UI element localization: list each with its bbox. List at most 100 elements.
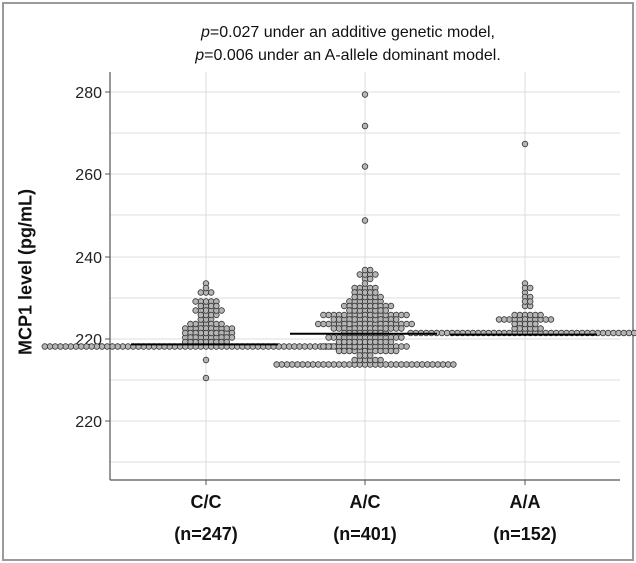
- data-point: [283, 361, 291, 368]
- data-point: [228, 334, 236, 341]
- data-point: [450, 361, 457, 368]
- data-point: [361, 289, 369, 296]
- data-point: [218, 307, 225, 314]
- data-point: [527, 311, 534, 319]
- data-point: [393, 347, 400, 355]
- data-point: [351, 316, 358, 323]
- data-point: [443, 329, 451, 337]
- annotation-p-symbol-1: p: [201, 24, 210, 41]
- data-point: [372, 356, 379, 364]
- data-point: [299, 361, 306, 368]
- data-point: [330, 361, 337, 368]
- data-point: [213, 302, 220, 310]
- data-point: [521, 320, 529, 328]
- data-point: [361, 91, 369, 98]
- data-point: [372, 347, 379, 355]
- data-point: [398, 311, 405, 319]
- data-point: [202, 307, 210, 314]
- data-point: [346, 320, 353, 328]
- data-point: [429, 361, 436, 368]
- data-point: [356, 338, 363, 346]
- data-point: [187, 320, 194, 328]
- data-point: [356, 271, 363, 278]
- data-point: [181, 329, 189, 337]
- data-point: [367, 289, 374, 296]
- data-point: [301, 343, 308, 350]
- data-point: [207, 329, 215, 337]
- data-point: [62, 343, 69, 350]
- data-point: [387, 361, 395, 368]
- y-tick-label: 280: [75, 85, 102, 102]
- data-point: [341, 302, 348, 310]
- data-point: [346, 307, 353, 314]
- data-point: [312, 343, 319, 350]
- data-point: [527, 320, 534, 328]
- data-point: [72, 343, 80, 350]
- data-point: [320, 343, 327, 350]
- data-point: [393, 334, 400, 341]
- data-point: [532, 320, 539, 328]
- x-category-count: (n=247): [174, 524, 238, 544]
- data-point: [304, 361, 311, 368]
- data-point: [408, 320, 415, 328]
- data-point: [382, 347, 389, 355]
- data-point: [213, 320, 220, 328]
- data-point: [620, 329, 627, 337]
- data-point: [393, 325, 400, 332]
- data-point: [527, 298, 534, 305]
- data-point: [356, 293, 363, 301]
- data-point: [351, 338, 358, 346]
- x-category-label: A/A: [510, 492, 541, 512]
- data-point: [521, 284, 529, 292]
- annotation-line-2: p=0.006 under an A-allele dominant model…: [30, 47, 636, 65]
- data-point: [361, 352, 369, 359]
- annotation-p-symbol-2: p: [195, 47, 205, 64]
- data-point: [387, 302, 395, 310]
- data-point: [77, 343, 85, 350]
- data-point: [335, 338, 343, 346]
- data-point: [516, 325, 523, 332]
- data-point: [124, 343, 132, 350]
- data-point: [98, 343, 106, 350]
- data-point: [413, 361, 421, 368]
- data-point: [615, 329, 622, 337]
- mean-lines: [131, 332, 597, 346]
- data-point: [306, 343, 314, 350]
- data-point: [218, 320, 225, 328]
- data-point: [330, 334, 337, 341]
- data-point: [346, 338, 353, 346]
- data-point: [294, 361, 301, 368]
- data-point: [119, 343, 126, 350]
- data-point: [335, 347, 343, 355]
- data-point: [315, 361, 322, 368]
- y-tick-label: 260: [75, 167, 102, 184]
- data-point: [356, 302, 363, 310]
- data-point: [403, 311, 410, 319]
- data-point: [439, 361, 447, 368]
- data-point: [377, 293, 384, 301]
- data-point: [377, 338, 384, 346]
- data-point: [57, 343, 64, 350]
- data-point: [197, 302, 204, 310]
- data-point: [207, 289, 215, 296]
- data-point: [103, 343, 111, 350]
- data-point: [202, 284, 210, 292]
- data-point: [207, 302, 215, 310]
- data-point: [372, 302, 379, 310]
- data-point: [537, 325, 544, 332]
- data-point: [351, 293, 358, 301]
- data-point: [361, 163, 369, 170]
- data-point: [109, 343, 116, 350]
- data-point: [296, 343, 303, 350]
- data-point: [542, 316, 549, 323]
- annotation-text-1: =0.027 under an additive genetic model,: [209, 24, 495, 41]
- data-point: [506, 316, 513, 323]
- data-point: [202, 374, 210, 382]
- data-point: [372, 271, 379, 278]
- data-point: [387, 338, 395, 346]
- data-point: [367, 266, 374, 274]
- data-point: [330, 316, 337, 323]
